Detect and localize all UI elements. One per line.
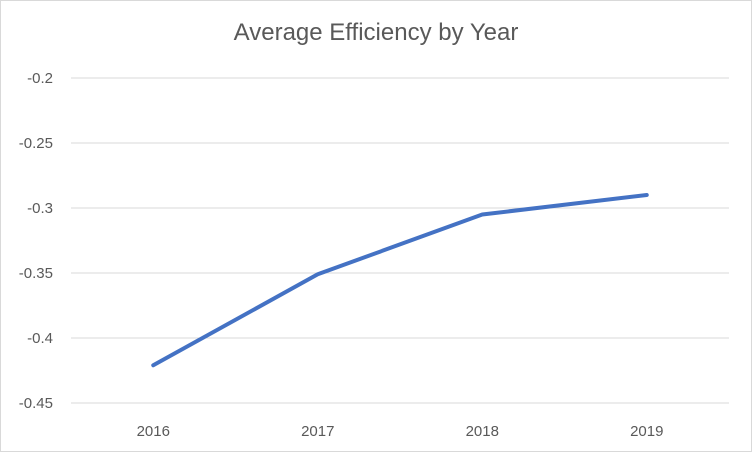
x-tick-label: 2019 [630,423,663,440]
chart-title: Average Efficiency by Year [233,19,519,46]
x-tick-label: 2017 [301,423,334,440]
x-tick-label: 2018 [466,423,499,440]
y-tick-label: -0.2 [27,70,53,87]
series-line [151,193,649,368]
y-tick-label: -0.4 [27,330,53,347]
y-tick-label: -0.45 [19,395,53,412]
y-tick-label: -0.3 [27,200,53,217]
y-tick-label: -0.35 [19,265,53,282]
y-tick-label: -0.25 [19,135,53,152]
x-tick-label: 2016 [137,423,170,440]
